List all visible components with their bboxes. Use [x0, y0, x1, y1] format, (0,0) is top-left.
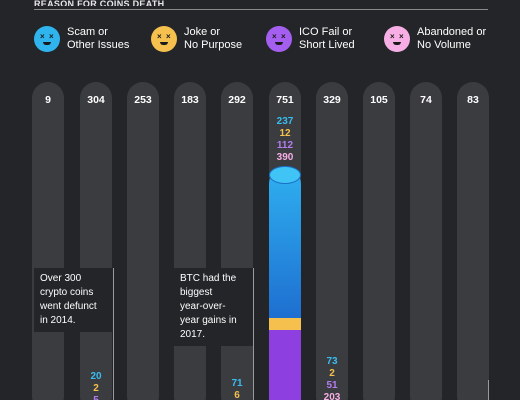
bar-total-label-9: 74 [420, 94, 432, 106]
breakdown-1-value-4: 390 [276, 152, 294, 163]
dead-eye-right: × [399, 32, 404, 41]
breakdown-2-value-2: 2 [329, 368, 335, 379]
breakdown-2-value-4: 203 [323, 392, 341, 400]
coin-top-icon [269, 166, 301, 184]
annotation-2014: Over 300 crypto coins went defunct in 2014. [34, 268, 114, 332]
right-edge-leader [488, 380, 489, 400]
bar-total-label-4: 183 [181, 94, 199, 106]
dead-eye-right: × [49, 32, 54, 41]
bar-column-9 [410, 82, 442, 400]
annotation-2014-line-4: in 2014. [40, 315, 76, 326]
bar-total-label-7: 329 [323, 94, 341, 106]
dead-mouth [160, 42, 168, 45]
breakdown-3-value-1: 20 [90, 371, 102, 382]
annotation-2017: BTC had the biggest year-over-year gains i… [174, 268, 254, 346]
annotation-2017-line-1: BTC had the [180, 273, 237, 284]
breakdown-1-value-1: 237 [276, 116, 294, 127]
breakdown-1-value-3: 112 [276, 140, 294, 151]
bar-column-2 [80, 82, 112, 400]
legend-2-dead-face-icon: × × [151, 26, 177, 52]
bar-column-5 [221, 82, 253, 400]
dead-mouth [393, 42, 401, 45]
bar-total-label-1: 9 [45, 94, 51, 106]
annotation-2017-leader [253, 268, 254, 400]
stack-segment-3 [269, 330, 301, 400]
bar-total-label-5: 292 [228, 94, 246, 106]
dead-eye-left: × [40, 32, 45, 41]
bar-total-label-2: 304 [87, 94, 105, 106]
bar-total-label-3: 253 [134, 94, 152, 106]
dead-mouth [43, 42, 51, 45]
breakdown-4-value-2: 6 [234, 390, 240, 400]
breakdown-1-value-2: 12 [279, 128, 291, 139]
dead-eye-left: × [157, 32, 162, 41]
breakdown-2-value-1: 73 [326, 356, 338, 367]
legend-4-dead-face-icon: × × [384, 26, 410, 52]
breakdown-3-value-2: 2 [93, 383, 99, 394]
bar-column-10 [457, 82, 489, 400]
legend-4-label-line2: No Volume [417, 39, 471, 51]
legend-3-label-line2: Short Lived [299, 39, 355, 51]
legend-1-dead-face-icon: × × [34, 26, 60, 52]
dead-eye-left: × [390, 32, 395, 41]
legend-4-label-line1: Abandoned or [417, 26, 487, 38]
legend-3-dead-face-icon: × × [266, 26, 292, 52]
legend-3-label-line1: ICO Fail or [299, 26, 353, 38]
annotation-2017-line-5: 2017. [180, 329, 206, 340]
dead-eye-right: × [281, 32, 286, 41]
dead-eye-right: × [166, 32, 171, 41]
annotation-2017-line-3: year-over- [180, 301, 226, 312]
annotation-2017-line-4: year gains in [180, 315, 237, 326]
bar-column-7 [316, 82, 348, 400]
bar-total-label-6: 751 [276, 94, 294, 106]
legend-2-label-line2: No Purpose [184, 39, 243, 51]
bar-total-label-8: 105 [370, 94, 388, 106]
legend-1-label: Scam or Other Issues [67, 26, 129, 52]
annotation-2017-line-2: biggest [180, 287, 213, 298]
stack-segment-2 [269, 318, 301, 330]
annotation-2014-line-1: Over 300 [40, 273, 82, 284]
legend-2-label-line1: Joke or [184, 26, 221, 38]
annotation-2014-leader [113, 268, 114, 400]
bar-column-4 [174, 82, 206, 400]
breakdown-4-value-1: 71 [231, 378, 243, 389]
chart-header-title: REASON FOR COINS DEATH [34, 0, 165, 6]
annotation-2014-line-2: crypto coins [40, 287, 94, 298]
header-divider [34, 9, 488, 10]
bar-column-3 [127, 82, 159, 400]
legend-1-label-line2: Other Issues [67, 39, 130, 51]
stack-segment-1 [269, 168, 301, 318]
bar-column-8 [363, 82, 395, 400]
breakdown-2-value-3: 51 [326, 380, 338, 391]
annotation-2014-line-3: went defunct [40, 301, 97, 312]
bar-total-label-10: 83 [467, 94, 479, 106]
dead-eye-left: × [272, 32, 277, 41]
legend-4-label: Abandoned or No Volume [417, 26, 486, 52]
dead-mouth [275, 42, 283, 45]
bar-column-1 [32, 82, 64, 400]
legend-2-label: Joke or No Purpose [184, 26, 242, 52]
legend-3-label: ICO Fail or Short Lived [299, 26, 355, 52]
breakdown-3-value-3: 5 [75, 395, 117, 400]
legend-1-label-line1: Scam or [67, 26, 108, 38]
